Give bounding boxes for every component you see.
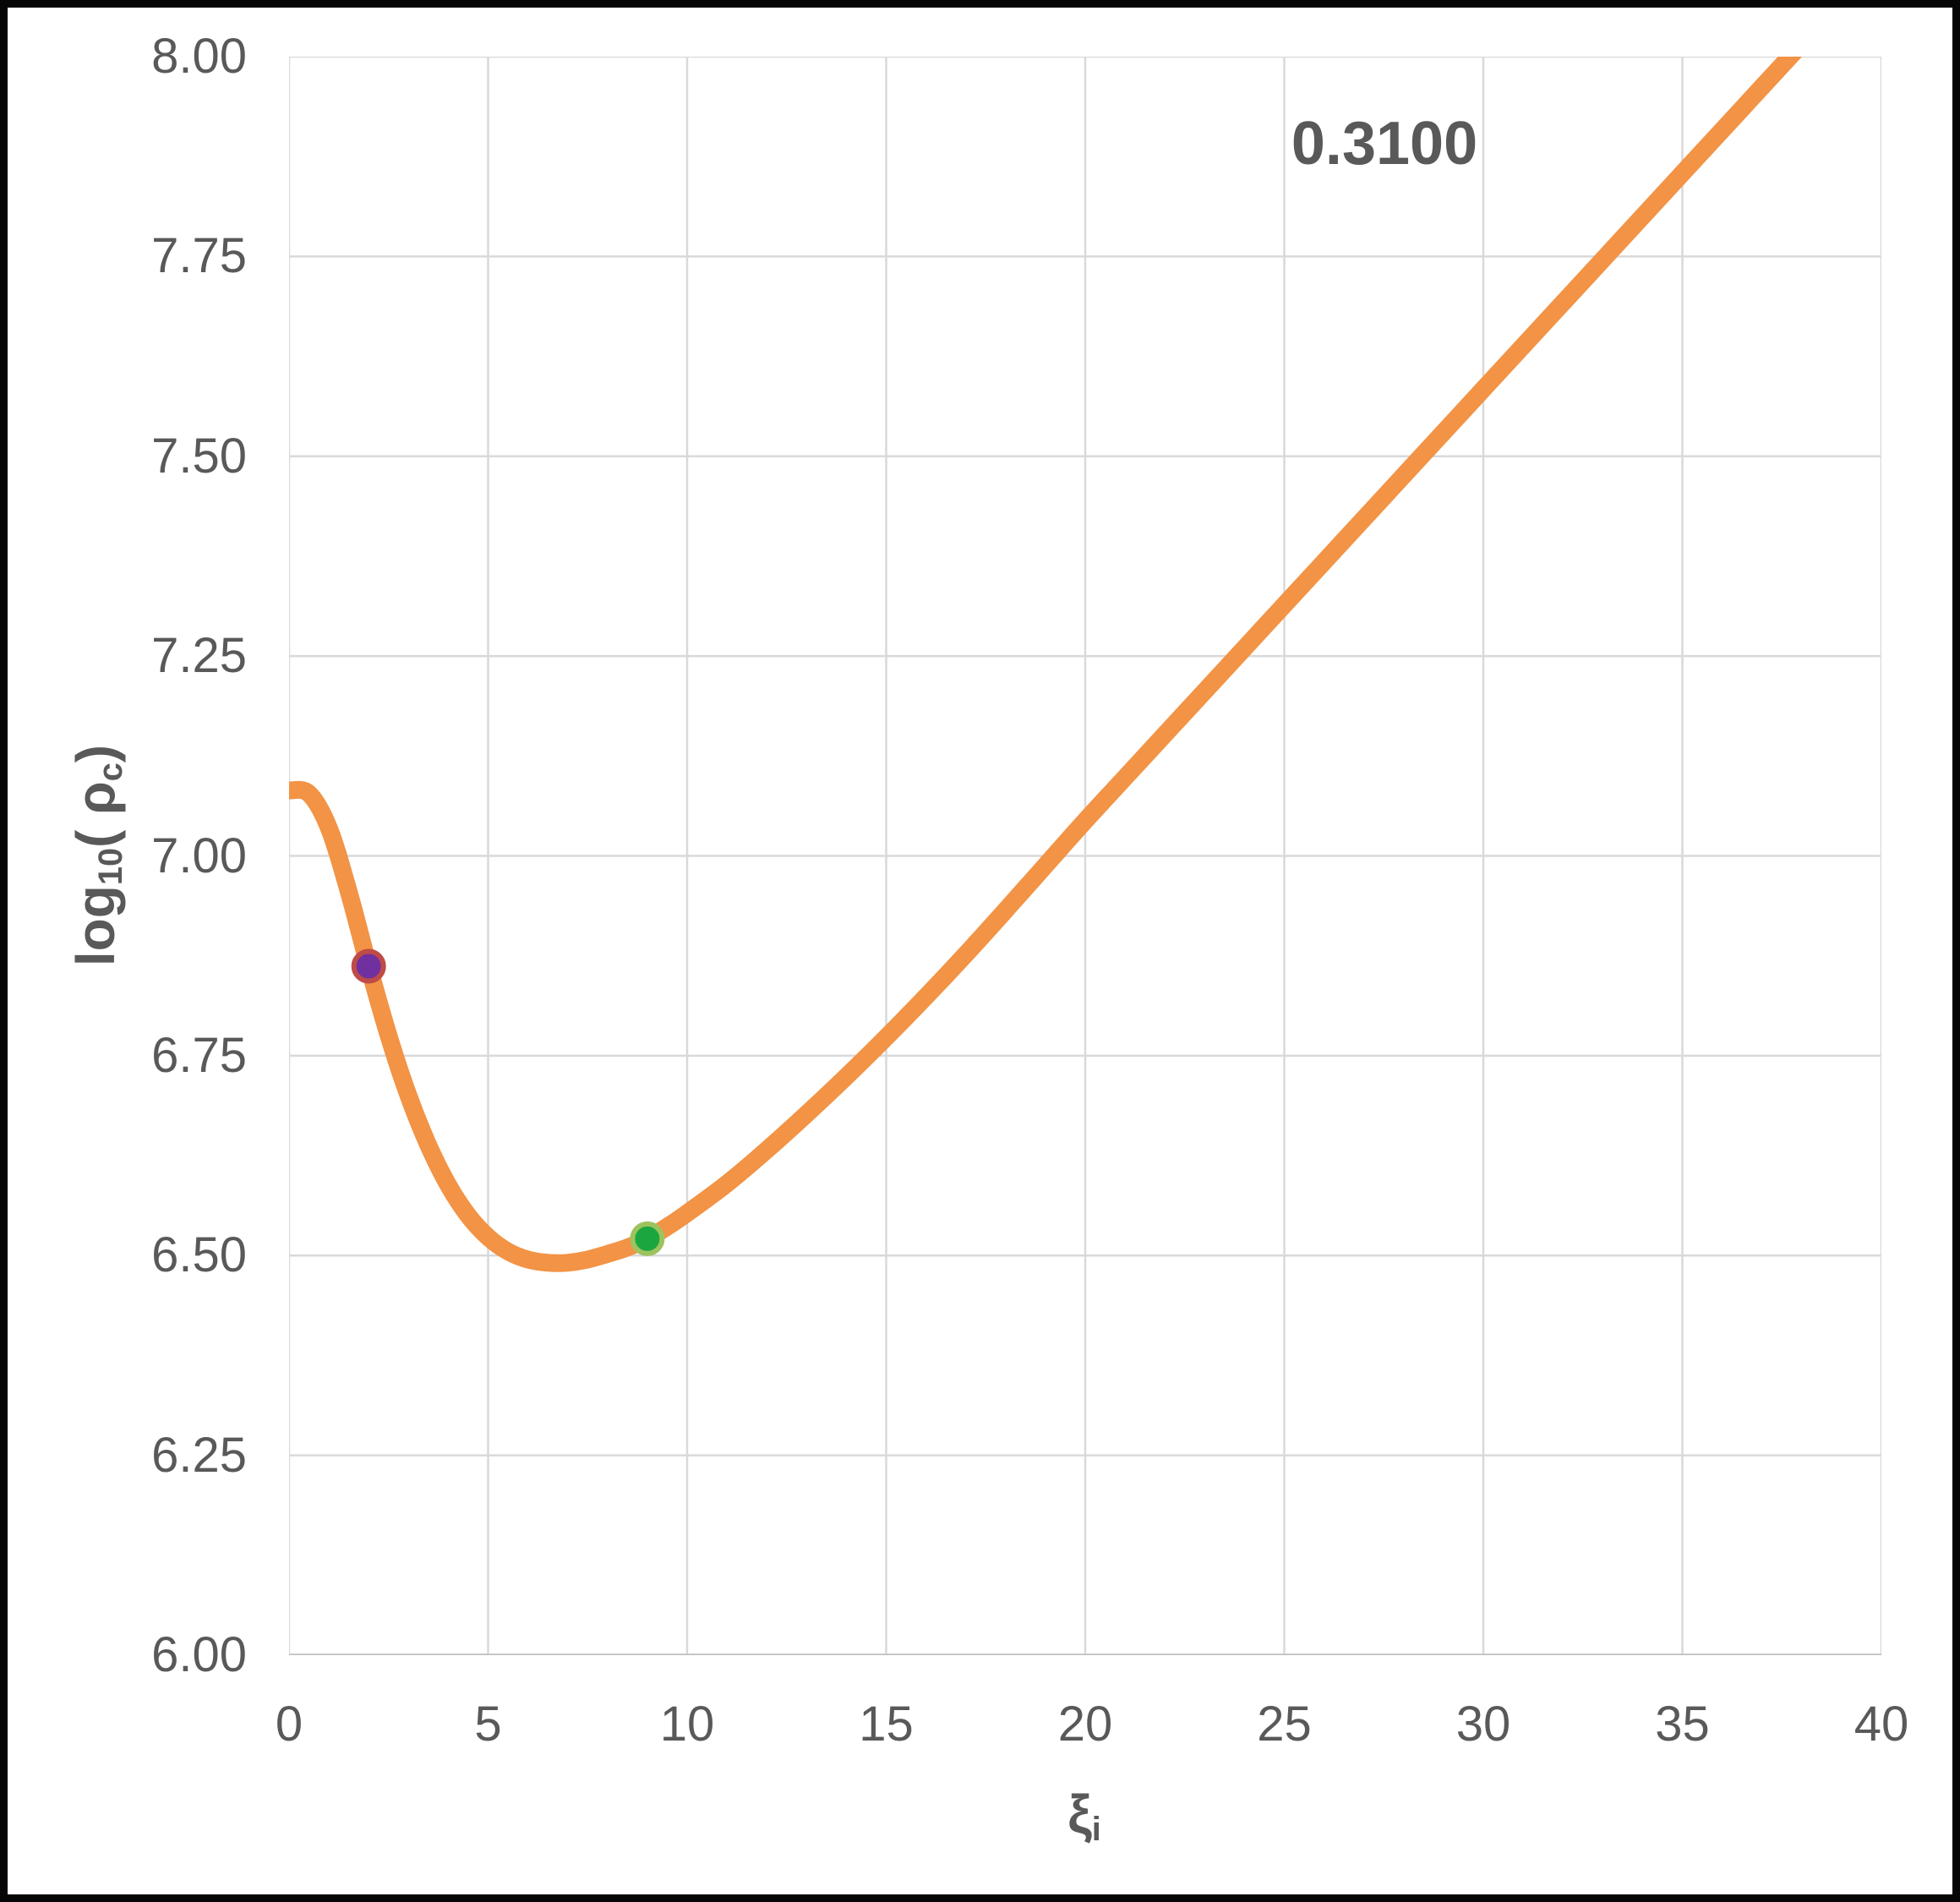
x-tick-label: 40 bbox=[1854, 1697, 1909, 1752]
gridlines bbox=[289, 57, 1881, 1655]
y-tick-label: 7.25 bbox=[151, 628, 247, 684]
y-tick-label: 7.00 bbox=[151, 828, 247, 883]
x-axis-title-xi: ξ bbox=[1067, 1784, 1092, 1845]
x-axis-title-subscript-i: i bbox=[1091, 1810, 1101, 1848]
y-axis-title: log10( ρc) bbox=[64, 744, 129, 967]
x-tick-label: 20 bbox=[1057, 1697, 1113, 1752]
marker-green-point bbox=[630, 1221, 665, 1256]
y-axis-title-paren: ) bbox=[65, 744, 126, 763]
x-tick-label: 35 bbox=[1655, 1697, 1710, 1752]
y-axis-title-subscript-10: 10 bbox=[91, 847, 129, 886]
y-axis-title-text: log bbox=[65, 885, 126, 967]
x-tick-label: 5 bbox=[474, 1697, 502, 1752]
x-tick-label: 10 bbox=[659, 1697, 715, 1752]
y-tick-label: 7.50 bbox=[151, 428, 247, 484]
y-tick-label: 6.50 bbox=[151, 1227, 247, 1283]
x-tick-label: 25 bbox=[1257, 1697, 1312, 1752]
x-axis-title: ξi bbox=[1067, 1783, 1101, 1848]
plot-area bbox=[289, 57, 1881, 1655]
y-axis-title-rho: ( ρ bbox=[65, 781, 126, 848]
x-tick-label: 0 bbox=[275, 1697, 303, 1752]
y-axis-title-subscript-c: c bbox=[91, 762, 129, 782]
x-tick-label: 15 bbox=[859, 1697, 914, 1752]
y-tick-label: 7.75 bbox=[151, 228, 247, 284]
y-tick-label: 8.00 bbox=[151, 29, 247, 84]
y-tick-label: 6.00 bbox=[151, 1627, 247, 1682]
y-tick-label: 6.25 bbox=[151, 1427, 247, 1483]
annotation-value: 0.3100 bbox=[1291, 110, 1478, 178]
x-tick-label: 30 bbox=[1455, 1697, 1511, 1752]
marker-purple-point bbox=[351, 948, 386, 984]
series-curve bbox=[289, 57, 1803, 1272]
y-tick-label: 6.75 bbox=[151, 1027, 247, 1083]
